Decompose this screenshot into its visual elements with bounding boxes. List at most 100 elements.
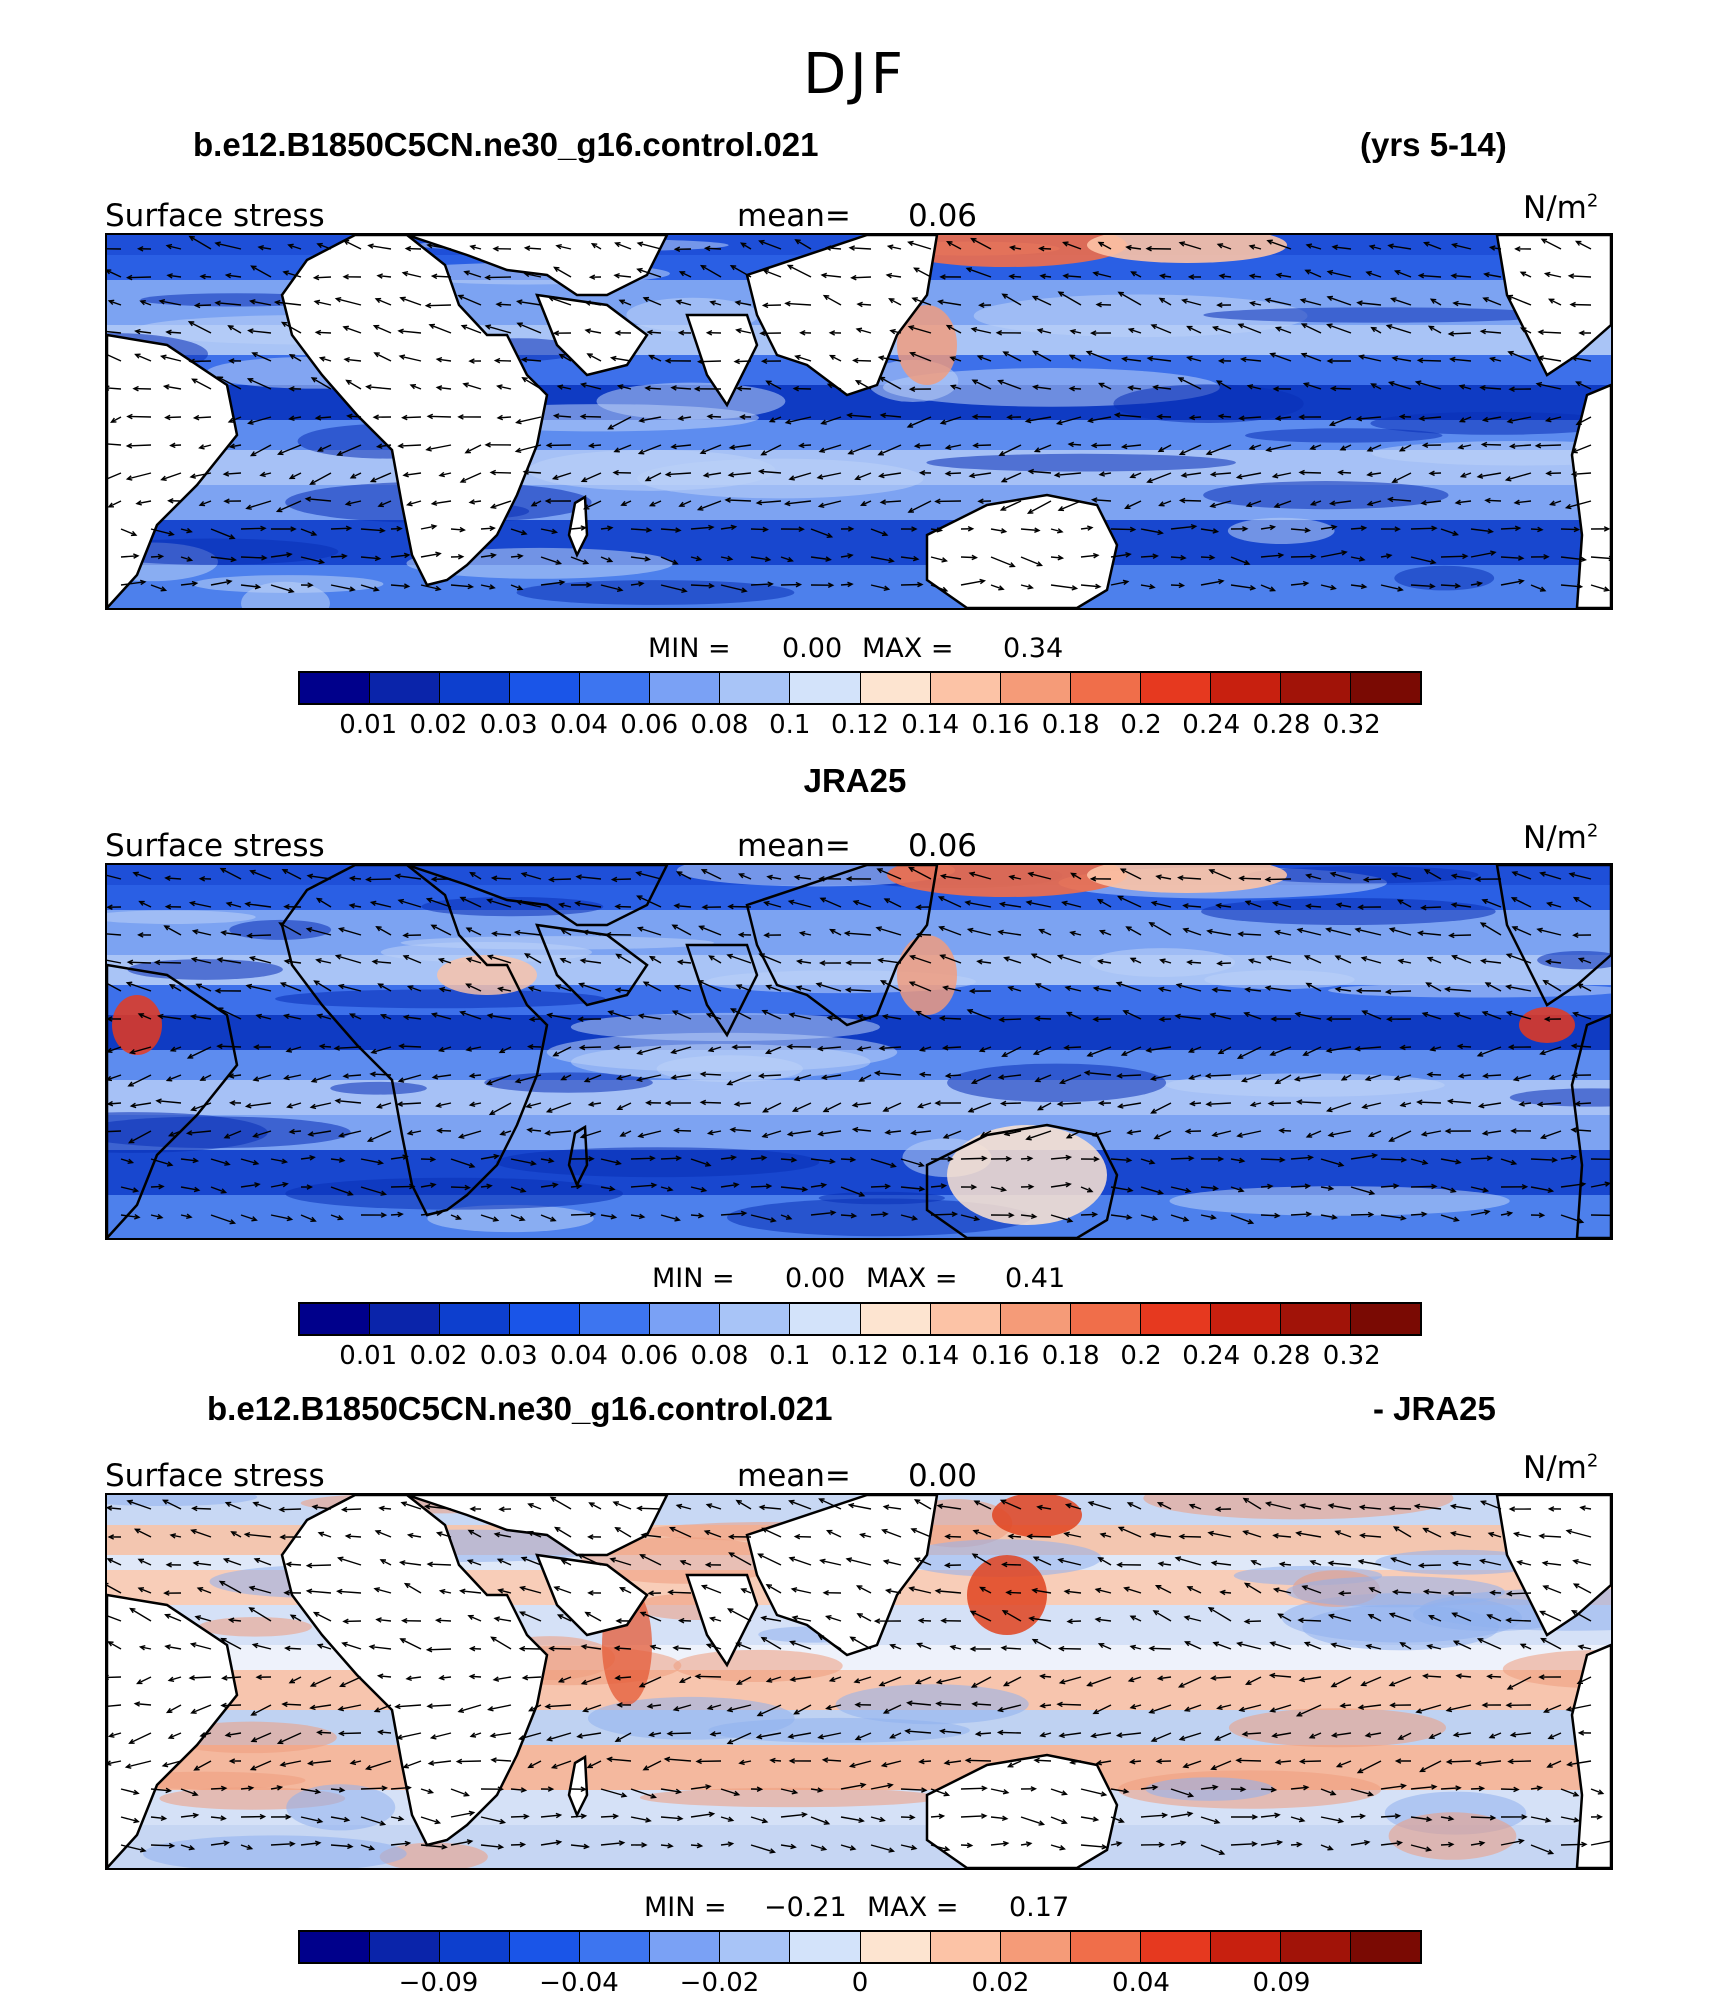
- colorbar-tick-label: 0.12: [831, 710, 889, 740]
- max-value: 0.17: [1009, 1892, 1070, 1923]
- map-plot: [105, 233, 1613, 610]
- colorbar-segment: [720, 1304, 791, 1334]
- colorbar-segment: [510, 1932, 581, 1962]
- max-label: MAX =: [862, 633, 954, 664]
- colorbar-segment: [930, 673, 1001, 703]
- colorbar-segment: [1210, 673, 1281, 703]
- colorbar-segment: [1280, 1932, 1351, 1962]
- panel-title-left: b.e12.B1850C5CN.ne30_g16.control.021: [207, 1390, 833, 1427]
- colorbar-segment: [1000, 673, 1071, 703]
- colorbar-tick-label: −0.09: [398, 1968, 479, 1998]
- colorbar-segment: [1140, 1932, 1211, 1962]
- colorbar-segment: [650, 1304, 721, 1334]
- panel-title: JRA25: [803, 762, 907, 799]
- colorbar-segment: [440, 1304, 511, 1334]
- colorbar-segment: [1210, 1304, 1281, 1334]
- map-plot: [105, 863, 1613, 1240]
- colorbar-tick-label: 0.03: [479, 710, 538, 740]
- field-label: Surface stress: [105, 198, 325, 234]
- mean-label: mean=: [737, 198, 851, 234]
- panel-title-right: (yrs 5-14): [1360, 126, 1507, 163]
- colorbar-segment: [1000, 1304, 1071, 1334]
- colorbar-segment: [860, 673, 931, 703]
- colorbar-tick-label: 0.03: [479, 1341, 538, 1371]
- colorbar-segment: [930, 1304, 1001, 1334]
- panel-title-left: b.e12.B1850C5CN.ne30_g16.control.021: [193, 126, 819, 163]
- colorbar-tick-label: 0.02: [971, 1968, 1030, 1998]
- colorbar-tick-label: 0.1: [769, 710, 811, 740]
- colorbar-segment: [1350, 1932, 1420, 1962]
- colorbar-tick-label: 0.16: [971, 710, 1030, 740]
- min-value: −0.21: [764, 1892, 847, 1923]
- colorbar-segment: [440, 673, 511, 703]
- colorbar-segment: [1000, 1932, 1071, 1962]
- colorbar: [298, 1930, 1422, 1964]
- colorbar-segment: [300, 1304, 371, 1334]
- units-label: N/m2: [1523, 190, 1599, 226]
- colorbar-tick-label: 0.28: [1252, 710, 1311, 740]
- colorbar-segment: [1350, 1304, 1420, 1334]
- colorbar-segment: [510, 1304, 581, 1334]
- colorbar-tick-label: 0.02: [409, 710, 468, 740]
- colorbar-tick-label: 0: [851, 1968, 869, 1998]
- colorbar-tick-label: 0.12: [831, 1341, 889, 1371]
- colorbar-segment: [1140, 673, 1211, 703]
- colorbar-tick-label: 0.06: [620, 1341, 679, 1371]
- colorbar-segment: [580, 673, 651, 703]
- units-label: N/m2: [1523, 1450, 1599, 1486]
- colorbar-tick-label: 0.28: [1252, 1341, 1311, 1371]
- colorbar-tick-label: 0.18: [1041, 1341, 1100, 1371]
- field-label: Surface stress: [105, 828, 325, 864]
- units-label: N/m2: [1523, 820, 1599, 856]
- mean-label: mean=: [737, 828, 851, 864]
- max-label: MAX =: [867, 1892, 959, 1923]
- colorbar-tick-label: 0.08: [690, 1341, 749, 1371]
- max-value: 0.41: [1005, 1263, 1066, 1294]
- min-value: 0.00: [785, 1263, 846, 1294]
- colorbar-tick-label: 0.16: [971, 1341, 1030, 1371]
- min-label: MIN =: [648, 633, 731, 664]
- colorbar-tick-label: 0.2: [1120, 710, 1162, 740]
- colorbar-segment: [370, 673, 441, 703]
- colorbar-tick-label: 0.02: [409, 1341, 468, 1371]
- colorbar-tick-label: 0.04: [550, 710, 608, 740]
- min-label: MIN =: [652, 1263, 735, 1294]
- colorbar-segment: [300, 1932, 371, 1962]
- colorbar-tick-label: 0.04: [550, 1341, 608, 1371]
- colorbar-segment: [1140, 1304, 1211, 1334]
- colorbar-tick-label: 0.01: [339, 1341, 398, 1371]
- colorbar-tick-label: −0.04: [539, 1968, 619, 1998]
- colorbar-segment: [370, 1304, 441, 1334]
- colorbar-segment: [790, 1304, 861, 1334]
- colorbar-segment: [440, 1932, 511, 1962]
- colorbar-labels: −0.09 −0.04 −0.02 0 0.02 0.04 0.09: [298, 1968, 1422, 2002]
- min-label: MIN =: [644, 1892, 727, 1923]
- colorbar-tick-label: 0.06: [620, 710, 679, 740]
- colorbar-segment: [370, 1932, 441, 1962]
- colorbar: [298, 671, 1422, 705]
- colorbar-segment: [580, 1932, 651, 1962]
- colorbar-tick-label: 0.08: [690, 710, 749, 740]
- figure-title: DJF: [803, 42, 907, 107]
- colorbar-tick-label: 0.1: [769, 1341, 811, 1371]
- mean-label: mean=: [737, 1458, 851, 1494]
- mean-value: 0.06: [908, 828, 978, 864]
- colorbar-segment: [720, 1932, 791, 1962]
- colorbar-tick-label: 0.32: [1322, 1341, 1381, 1371]
- colorbar-labels: 0.01 0.02 0.03 0.04 0.06 0.08 0.1 0.12 0.14 0.16 0…: [298, 1341, 1422, 1375]
- colorbar-segment: [1070, 673, 1141, 703]
- colorbar-segment: [1280, 1304, 1351, 1334]
- colorbar-tick-label: −0.02: [679, 1968, 760, 1998]
- colorbar-tick-label: 0.14: [901, 1341, 960, 1371]
- colorbar-tick-label: 0.32: [1322, 710, 1381, 740]
- colorbar-tick-label: 0.24: [1182, 1341, 1241, 1371]
- colorbar-tick-label: 0.18: [1041, 710, 1100, 740]
- colorbar-segment: [1280, 673, 1351, 703]
- field-label: Surface stress: [105, 1458, 325, 1494]
- colorbar-tick-label: 0.24: [1182, 710, 1241, 740]
- colorbar-segment: [790, 1932, 861, 1962]
- mean-value: 0.00: [908, 1458, 978, 1494]
- colorbar-segment: [720, 673, 791, 703]
- colorbar-labels: 0.01 0.02 0.03 0.04 0.06 0.08 0.1 0.12 0.14 0.16 0…: [298, 710, 1422, 744]
- colorbar-segment: [1210, 1932, 1281, 1962]
